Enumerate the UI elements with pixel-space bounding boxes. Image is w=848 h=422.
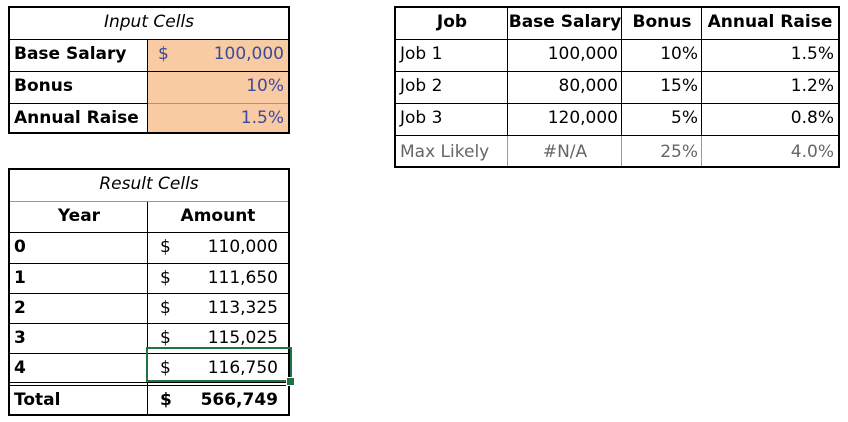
currency-symbol: $ <box>160 268 171 288</box>
result-total-label[interactable]: Total <box>14 390 61 410</box>
amount-value: 115,025 <box>207 328 278 348</box>
result-year-3[interactable]: 3 <box>14 328 26 348</box>
job-row-max-name[interactable]: Max Likely <box>400 142 490 162</box>
amount-value: 116,750 <box>207 358 278 378</box>
job-row-max-raise[interactable]: 4.0% <box>790 142 834 162</box>
fill-handle[interactable] <box>286 377 295 386</box>
job-row-1-name[interactable]: Job 1 <box>400 44 443 64</box>
currency-symbol: $ <box>158 44 169 64</box>
active-cell-selection <box>146 347 292 382</box>
currency-symbol: $ <box>160 237 171 257</box>
result-header-amount[interactable]: Amount <box>180 206 256 226</box>
job-header-base-salary[interactable]: Base Salary <box>508 12 622 32</box>
currency-symbol: $ <box>160 358 171 378</box>
result-year-4[interactable]: 4 <box>14 358 26 378</box>
result-cells-title[interactable]: Result Cells <box>99 174 199 194</box>
job-header-bonus[interactable]: Bonus <box>632 12 692 32</box>
result-year-1[interactable]: 1 <box>14 268 26 288</box>
total-value: 566,749 <box>200 390 278 410</box>
job-row-1-salary[interactable]: 100,000 <box>547 44 618 64</box>
result-amount-1[interactable]: $ 111,650 <box>148 264 288 293</box>
result-amount-3[interactable]: $ 115,025 <box>148 324 288 353</box>
input-label-annual-raise[interactable]: Annual Raise <box>14 108 139 128</box>
job-row-2-bonus[interactable]: 15% <box>660 76 698 96</box>
job-row-3-bonus[interactable]: 5% <box>671 108 698 128</box>
job-row-1-bonus[interactable]: 10% <box>660 44 698 64</box>
job-row-2-name[interactable]: Job 2 <box>400 76 443 96</box>
base-salary-value: 100,000 <box>213 44 284 64</box>
input-cells-title[interactable]: Input Cells <box>103 12 195 32</box>
result-amount-0[interactable]: $ 110,000 <box>148 233 288 263</box>
job-row-2-raise[interactable]: 1.2% <box>790 76 834 96</box>
input-label-bonus[interactable]: Bonus <box>14 76 73 96</box>
result-amount-4[interactable]: $ 116,750 <box>148 354 288 383</box>
input-value-bonus[interactable]: 10% <box>148 72 288 103</box>
job-table: Job Base Salary Bonus Annual Raise Job 1… <box>394 6 840 168</box>
input-value-base-salary[interactable]: $ 100,000 <box>148 40 288 71</box>
job-row-max-salary[interactable]: #N/A <box>542 142 588 162</box>
result-amount-2[interactable]: $ 113,325 <box>148 294 288 323</box>
amount-value: 110,000 <box>207 237 278 257</box>
input-cells-table: Input Cells Base Salary $ 100,000 Bonus … <box>8 6 290 134</box>
result-year-0[interactable]: 0 <box>14 237 26 257</box>
amount-value: 111,650 <box>207 268 278 288</box>
result-cells-table: Result Cells Year Amount 0 $ 110,000 1 $… <box>8 168 290 416</box>
amount-value: 113,325 <box>207 298 278 318</box>
input-label-base-salary[interactable]: Base Salary <box>14 44 127 64</box>
result-year-2[interactable]: 2 <box>14 298 26 318</box>
currency-symbol: $ <box>160 328 171 348</box>
result-total-amount[interactable]: $ 566,749 <box>148 386 288 414</box>
currency-symbol: $ <box>160 298 171 318</box>
currency-symbol: $ <box>160 390 172 410</box>
job-row-1-raise[interactable]: 1.5% <box>790 44 834 64</box>
job-header-job[interactable]: Job <box>436 12 468 32</box>
job-row-max-bonus[interactable]: 25% <box>660 142 698 162</box>
job-row-3-salary[interactable]: 120,000 <box>547 108 618 128</box>
job-row-3-name[interactable]: Job 3 <box>400 108 443 128</box>
result-header-year[interactable]: Year <box>57 206 101 226</box>
job-row-3-raise[interactable]: 0.8% <box>790 108 834 128</box>
job-header-annual-raise[interactable]: Annual Raise <box>707 12 833 32</box>
input-value-annual-raise[interactable]: 1.5% <box>148 104 288 132</box>
job-row-2-salary[interactable]: 80,000 <box>558 76 618 96</box>
